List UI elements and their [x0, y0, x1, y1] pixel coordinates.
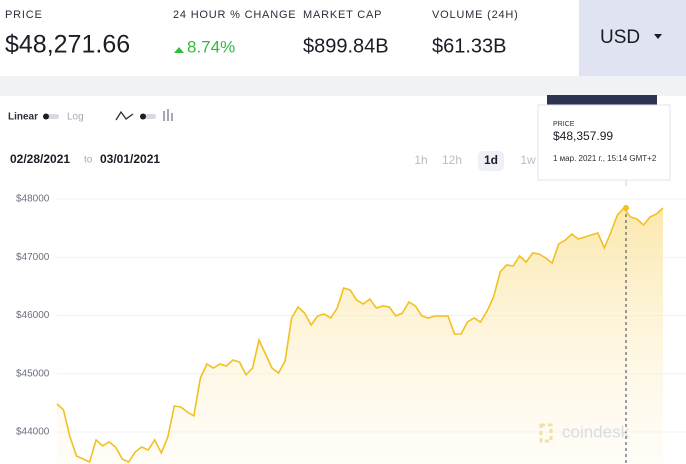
hover-dot [623, 205, 629, 211]
price-line [56, 206, 664, 464]
tooltip [537, 104, 671, 181]
tooltip-value: $48,357.99 [553, 129, 613, 143]
range-button[interactable]: 1h [414, 153, 427, 167]
currency-text[interactable]: USD [600, 27, 640, 48]
change-label: 24 HOUR % CHANGE [173, 9, 296, 21]
linear-toggle[interactable]: Linear [8, 112, 38, 123]
header [0, 0, 686, 76]
y-tick-label: $46000 [16, 310, 50, 321]
market-cap-label: MARKET CAP [303, 9, 382, 21]
y-tick-label: $44000 [16, 427, 50, 438]
change-value: 8.74% [187, 37, 235, 56]
caret [654, 34, 662, 39]
volume-value: $61.33B [432, 35, 507, 57]
y-tick-label: $45000 [16, 368, 50, 379]
market-cap-value: $899.84B [303, 35, 389, 57]
currency-button[interactable]: USD [579, 0, 686, 76]
switch-knob [140, 113, 146, 120]
date-to-word: to [84, 155, 93, 166]
tooltip-tab [547, 95, 657, 107]
date-to[interactable]: 03/01/2021 [100, 152, 160, 166]
tooltip-label: PRICE [553, 121, 575, 128]
y-tick-label: $47000 [16, 252, 50, 263]
price-value: $48,271.66 [5, 31, 130, 59]
range-button[interactable]: 12h [442, 153, 462, 167]
separator [0, 76, 686, 96]
area-fill [57, 208, 663, 464]
currency-bg[interactable] [579, 0, 686, 76]
date-from[interactable]: 02/28/2021 [10, 152, 70, 166]
range-active-bg [478, 151, 504, 171]
watermark-logo [539, 423, 553, 443]
range-button[interactable]: 1d [484, 153, 498, 167]
price-label: PRICE [5, 9, 43, 21]
volume-label: VOLUME (24H) [432, 9, 519, 21]
switch-knob [43, 113, 49, 120]
line-icon[interactable] [115, 110, 134, 121]
bar-icon[interactable] [163, 109, 173, 121]
range-button[interactable]: 1w [520, 153, 536, 167]
y-tick-label: $48000 [16, 194, 50, 205]
tooltip-time: 1 мар. 2021 г., 15:14 GMT+2 [553, 154, 657, 163]
watermark: coindesk [562, 422, 630, 441]
up-arrow [174, 47, 184, 53]
log-toggle[interactable]: Log [67, 112, 84, 123]
